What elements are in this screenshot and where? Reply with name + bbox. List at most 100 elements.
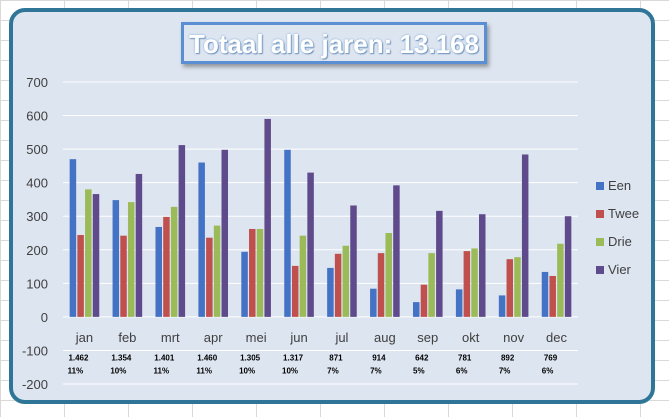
y-tick-label: 200 bbox=[26, 243, 48, 258]
y-tick-label: 100 bbox=[26, 276, 48, 291]
x-tick-label: sep bbox=[417, 330, 438, 345]
chart-title-box: Totaal alle jaren: 13.168 bbox=[181, 22, 487, 64]
bar-vier-dec bbox=[564, 216, 572, 317]
month-total-label: 1.462 bbox=[68, 353, 89, 362]
bar-twee-aug bbox=[377, 253, 385, 317]
bar-drie-apr bbox=[213, 225, 221, 317]
x-tick-label: apr bbox=[204, 330, 223, 345]
bar-twee-nov bbox=[506, 259, 514, 317]
bar-twee-okt bbox=[463, 251, 471, 317]
bar-een-dec bbox=[541, 271, 549, 317]
month-total-label: 1.305 bbox=[240, 353, 261, 362]
x-tick-label: jan bbox=[75, 330, 93, 345]
month-total-label: 769 bbox=[544, 353, 558, 362]
bar-drie-jan bbox=[85, 189, 92, 317]
bar-een-jun bbox=[284, 149, 291, 317]
legend-label: Drie bbox=[608, 234, 632, 249]
legend-swatch-een bbox=[596, 182, 604, 190]
x-tick-label: okt bbox=[462, 330, 480, 345]
bar-een-okt bbox=[455, 289, 463, 317]
bar-twee-mei bbox=[249, 228, 256, 317]
x-tick-label: nov bbox=[503, 330, 524, 345]
month-percentage-label: 5% bbox=[413, 366, 425, 375]
month-percentage-label: 7% bbox=[499, 366, 511, 375]
month-total-label: 871 bbox=[329, 353, 343, 362]
bar-vier-jun bbox=[307, 172, 314, 317]
bar-een-nov bbox=[498, 295, 506, 317]
bar-vier-okt bbox=[479, 214, 486, 317]
x-tick-label: mrt bbox=[161, 330, 180, 345]
legend-swatch-drie bbox=[596, 238, 604, 246]
bar-een-feb bbox=[112, 200, 120, 317]
x-tick-label: feb bbox=[118, 330, 136, 345]
bar-vier-jan bbox=[92, 194, 100, 317]
month-percentage-label: 7% bbox=[370, 366, 382, 375]
bar-vier-jul bbox=[350, 205, 357, 317]
bar-een-mrt bbox=[155, 226, 162, 317]
legend-label: Twee bbox=[608, 206, 639, 221]
bar-een-jan bbox=[69, 159, 77, 317]
x-tick-label: jul bbox=[334, 330, 348, 345]
y-tick-label: 300 bbox=[26, 209, 48, 224]
x-tick-label: dec bbox=[546, 330, 567, 345]
y-tick-label: 500 bbox=[26, 142, 48, 157]
month-percentage-label: 10% bbox=[110, 366, 126, 375]
month-percentage-label: 7% bbox=[327, 366, 339, 375]
bar-drie-mei bbox=[256, 228, 264, 317]
legend-swatch-vier bbox=[596, 266, 604, 274]
bar-drie-okt bbox=[471, 248, 478, 317]
bar-vier-mrt bbox=[178, 145, 186, 317]
bar-twee-jul bbox=[334, 253, 342, 317]
bar-drie-dec bbox=[557, 243, 564, 317]
month-total-label: 892 bbox=[501, 353, 515, 362]
bar-vier-feb bbox=[135, 173, 143, 317]
x-tick-label: jun bbox=[289, 330, 307, 345]
month-total-label: 1.460 bbox=[197, 353, 218, 362]
bar-drie-nov bbox=[514, 257, 521, 317]
bar-drie-aug bbox=[385, 233, 392, 317]
month-percentage-label: 11% bbox=[154, 366, 170, 375]
month-total-label: 914 bbox=[372, 353, 386, 362]
bar-vier-aug bbox=[393, 185, 400, 317]
bar-vier-apr bbox=[221, 149, 229, 317]
month-percentage-label: 10% bbox=[239, 366, 255, 375]
legend-label: Vier bbox=[608, 262, 632, 277]
month-percentage-label: 11% bbox=[196, 366, 212, 375]
month-percentage-label: 11% bbox=[68, 366, 84, 375]
bar-twee-mrt bbox=[163, 216, 170, 317]
chart-title: Totaal alle jaren: 13.168 bbox=[189, 29, 479, 59]
bar-drie-feb bbox=[127, 202, 135, 317]
bar-een-aug bbox=[370, 288, 377, 317]
month-total-label: 1.317 bbox=[283, 353, 304, 362]
bar-twee-sep bbox=[420, 284, 428, 317]
bar-drie-jun bbox=[299, 235, 307, 317]
month-percentage-label: 6% bbox=[456, 366, 468, 375]
x-tick-label: mei bbox=[246, 330, 267, 345]
y-tick-label: -100 bbox=[22, 343, 48, 358]
bar-vier-sep bbox=[436, 210, 443, 317]
y-tick-label: 700 bbox=[26, 75, 48, 90]
month-total-label: 1.354 bbox=[111, 353, 132, 362]
month-total-label: 781 bbox=[458, 353, 472, 362]
bar-vier-nov bbox=[521, 154, 529, 317]
bar-twee-apr bbox=[206, 237, 213, 317]
x-tick-label: aug bbox=[374, 330, 396, 345]
bar-drie-jul bbox=[342, 245, 350, 317]
month-percentage-label: 10% bbox=[282, 366, 298, 375]
bar-een-apr bbox=[198, 162, 205, 317]
bar-twee-jun bbox=[291, 265, 299, 317]
y-tick-label: 0 bbox=[41, 310, 48, 325]
bar-een-jul bbox=[327, 267, 334, 317]
bar-drie-sep bbox=[428, 253, 435, 317]
month-total-label: 642 bbox=[415, 353, 429, 362]
bar-twee-dec bbox=[549, 275, 556, 317]
y-tick-label: 400 bbox=[26, 176, 48, 191]
bar-drie-mrt bbox=[170, 206, 178, 317]
bar-twee-feb bbox=[120, 235, 127, 317]
bar-vier-mei bbox=[264, 118, 271, 317]
bar-een-sep bbox=[412, 302, 420, 317]
bar-een-mei bbox=[241, 251, 248, 317]
month-percentage-label: 6% bbox=[542, 366, 554, 375]
legend-swatch-twee bbox=[596, 210, 604, 218]
